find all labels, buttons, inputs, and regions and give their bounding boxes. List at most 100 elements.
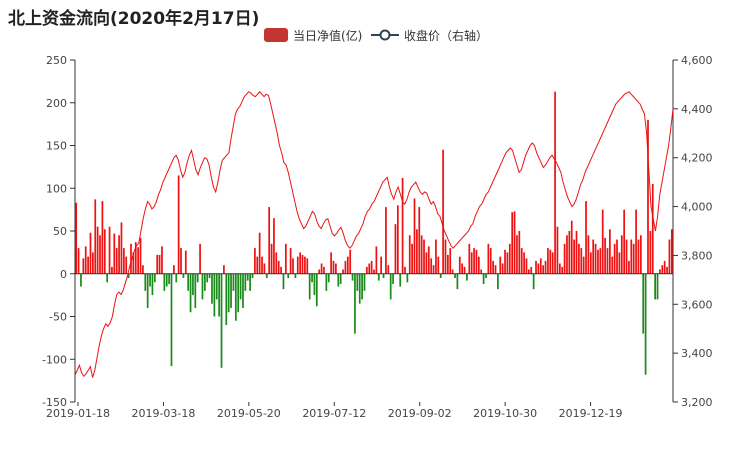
net-flow-bar	[330, 252, 332, 274]
net-flow-bar	[542, 265, 545, 274]
net-flow-bar	[516, 235, 518, 274]
net-flow-bar	[363, 273, 366, 291]
net-flow-bar	[270, 243, 273, 274]
net-flow-bar	[101, 201, 104, 274]
net-flow-bar	[661, 265, 664, 274]
net-flow-bar	[668, 239, 671, 274]
net-flow-bar	[151, 273, 154, 296]
net-flow-bar	[468, 243, 471, 274]
net-flow-bar	[575, 231, 578, 274]
net-flow-bar	[416, 229, 418, 274]
net-flow-bar	[242, 273, 244, 308]
net-flow-bar	[370, 260, 373, 274]
net-flow-bar	[497, 273, 499, 290]
x-tick-label: 2019-07-12	[302, 407, 366, 420]
net-flow-bar	[399, 273, 402, 287]
net-flow-bar	[201, 273, 204, 300]
net-flow-bar	[354, 273, 356, 334]
net-flow-bar	[282, 273, 285, 290]
left-y-tick-label: 250	[46, 54, 67, 67]
left-y-tick-label: -50	[49, 311, 67, 324]
net-flow-bar	[313, 273, 316, 296]
net-flow-bar	[620, 235, 623, 274]
net-flow-bar	[218, 273, 220, 317]
net-flow-bar	[611, 256, 614, 274]
net-flow-bar	[244, 273, 247, 291]
net-flow-bar	[556, 226, 559, 274]
net-flow-bar	[458, 256, 461, 274]
net-flow-bar	[463, 266, 466, 274]
net-flow-bar	[670, 229, 673, 274]
net-flow-bar	[325, 273, 328, 291]
net-flow-bar	[599, 248, 602, 274]
net-flow-bar	[589, 252, 592, 274]
legend-item-close[interactable]: 收盘价（右轴）	[371, 26, 488, 44]
net-flow-bar	[182, 273, 185, 279]
net-flow-bar	[563, 243, 566, 274]
net-flow-bar	[120, 222, 123, 274]
net-flow-bar	[320, 263, 323, 274]
left-y-tick-label: -150	[42, 396, 67, 409]
net-flow-bar	[261, 256, 263, 274]
net-flow-bar	[156, 254, 159, 274]
net-flow-bar	[227, 273, 230, 313]
net-flow-bar	[442, 149, 444, 274]
net-flow-bar	[525, 258, 528, 274]
net-flow-bar	[299, 252, 302, 274]
chart-title: 北上资金流向(2020年2月17日)	[8, 9, 260, 29]
net-flow-bar	[335, 263, 337, 274]
net-flow-bar	[427, 246, 430, 274]
net-flow-bar	[356, 273, 359, 291]
net-flow-bar	[311, 273, 313, 283]
net-flow-bar	[430, 258, 433, 274]
net-flow-bar	[387, 265, 390, 274]
right-y-tick-label: 4,600	[681, 54, 713, 67]
net-flow-bar	[449, 248, 452, 274]
net-flow-bar	[113, 233, 116, 274]
net-flow-bar	[520, 248, 523, 274]
net-flow-bar	[554, 91, 556, 274]
net-flow-bar	[578, 243, 580, 274]
net-flow-bar	[511, 212, 514, 274]
net-flow-bar	[184, 250, 187, 274]
net-flow-bar	[118, 235, 120, 274]
net-flow-bar	[573, 239, 575, 274]
net-flow-bar	[246, 273, 249, 281]
net-flow-bar	[580, 248, 583, 274]
net-flow-bar	[609, 229, 611, 274]
legend-swatch-bar	[264, 28, 288, 42]
net-flow-bar	[75, 202, 78, 274]
net-flow-bar	[570, 220, 573, 274]
net-flow-bar	[454, 273, 456, 279]
legend-item-daily-net[interactable]: 当日净值(亿)	[264, 26, 362, 44]
net-flow-bar	[234, 273, 237, 321]
net-flow-bar	[196, 273, 199, 283]
net-flow-bar	[80, 273, 82, 287]
net-flow-bar	[365, 266, 368, 274]
net-flow-bar	[558, 263, 561, 274]
net-flow-bar	[232, 273, 235, 291]
net-flow-bar	[628, 260, 630, 274]
net-flow-bar	[487, 243, 490, 274]
net-flow-bar	[456, 273, 459, 290]
net-flow-bar	[649, 231, 652, 274]
net-flow-bar	[251, 273, 254, 279]
net-flow-bar	[644, 273, 647, 375]
net-flow-bar	[647, 119, 649, 274]
x-tick-label: 2019-09-02	[388, 407, 452, 420]
net-flow-bar	[137, 247, 139, 274]
net-flow-bar	[268, 207, 271, 274]
net-flow-bar	[339, 273, 342, 285]
net-flow-bar	[466, 273, 468, 281]
legend[interactable]: 当日净值(亿) 收盘价（右轴）	[0, 26, 750, 44]
net-flow-bar	[254, 248, 256, 274]
net-flow-bar	[180, 248, 182, 274]
net-flow-bar	[411, 243, 413, 274]
net-flow-bar	[304, 256, 306, 274]
net-flow-bar	[635, 209, 637, 274]
net-flow-bar	[351, 273, 354, 281]
net-flow-bar	[230, 273, 232, 308]
net-flow-bar	[296, 256, 299, 274]
net-flow-bar	[480, 269, 483, 274]
net-flow-bar	[401, 177, 404, 274]
